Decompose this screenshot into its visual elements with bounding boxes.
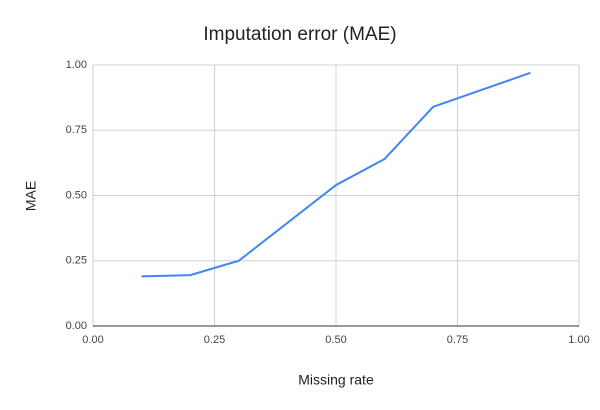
y-tick-label: 0.00: [66, 320, 87, 332]
x-tick-label: 0.50: [325, 334, 346, 346]
y-axis-label: MAE: [23, 181, 39, 211]
y-tick-label: 0.25: [66, 255, 87, 267]
x-tick-label: 0.00: [82, 334, 103, 346]
y-tick-label: 0.50: [66, 189, 87, 201]
x-tick-label: 0.25: [204, 334, 225, 346]
x-tick-label: 0.75: [447, 334, 468, 346]
y-tick-label: 1.00: [66, 59, 87, 71]
x-axis-label: Missing rate: [298, 372, 374, 388]
line-series: [141, 71, 531, 278]
y-tick-label: 0.75: [66, 124, 87, 136]
x-tick-label: 1.00: [568, 334, 589, 346]
chart-title: Imputation error (MAE): [203, 24, 396, 45]
